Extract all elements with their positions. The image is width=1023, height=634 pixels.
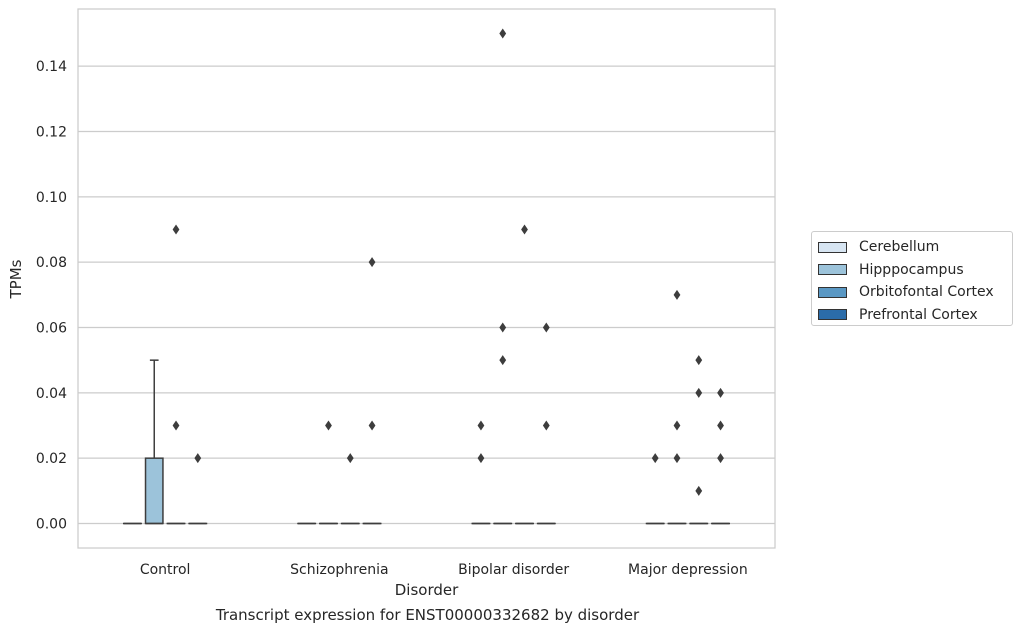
y-tick-label: 0.12 bbox=[36, 125, 67, 141]
plot-area-frame bbox=[77, 8, 776, 549]
y-tick-label: 0.08 bbox=[36, 255, 67, 271]
chart-caption: Transcript expression for ENST0000033268… bbox=[215, 606, 640, 624]
legend-item-orbitofrontal-cortex: Orbitofontal Cortex bbox=[818, 281, 1012, 304]
x-axis-label: Disorder bbox=[395, 581, 459, 599]
box-schizophrenia-hipppocampus bbox=[319, 420, 338, 525]
y-tick-label: 0.14 bbox=[36, 59, 67, 75]
outlier-point bbox=[368, 420, 376, 431]
x-tick-label: Schizophrenia bbox=[290, 562, 388, 578]
outlier-point bbox=[499, 355, 507, 366]
outlier-point bbox=[499, 28, 507, 39]
legend-swatch-prefrontal-cortex bbox=[818, 309, 847, 321]
y-tick-label: 0.06 bbox=[36, 321, 67, 337]
y-axis-label: TPMs bbox=[7, 259, 25, 299]
outlier-point bbox=[477, 453, 485, 464]
outlier-point bbox=[651, 453, 659, 464]
legend-item-prefrontal-cortex: Prefrontal Cortex bbox=[818, 304, 1012, 327]
y-tick-labels: 0.00 0.02 0.04 0.06 0.08 0.10 0.12 0.14 bbox=[36, 59, 67, 532]
box-bipolar-disorder-prefrontal-cortex bbox=[536, 322, 556, 525]
x-tick-label: Major depression bbox=[628, 562, 748, 578]
box-control-hipppocampus bbox=[144, 359, 164, 525]
legend-swatch-orbitofrontal-cortex bbox=[818, 286, 847, 298]
outlier-point bbox=[717, 453, 724, 464]
x-tick-label: Bipolar disorder bbox=[458, 562, 569, 578]
outlier-point bbox=[673, 453, 681, 464]
legend-item-hippocampus: Hipppocampus bbox=[818, 259, 1012, 282]
outlier-point bbox=[695, 485, 703, 496]
box-major-depression-orbitofontal-cortex bbox=[689, 355, 709, 525]
outlier-point bbox=[172, 224, 180, 235]
box-control-orbitofontal-cortex bbox=[166, 224, 186, 525]
outlier-point bbox=[521, 224, 528, 235]
y-tick-label: 0.00 bbox=[36, 517, 67, 533]
outlier-point bbox=[346, 453, 354, 464]
outlier-point bbox=[695, 387, 703, 398]
box-bipolar-disorder-hipppocampus bbox=[493, 28, 513, 525]
box-schizophrenia-prefrontal-cortex bbox=[362, 257, 382, 525]
x-tick-labels: Control Schizophrenia Bipolar disorder Majo… bbox=[140, 562, 748, 578]
outlier-point bbox=[673, 420, 681, 431]
box-schizophrenia-orbitofontal-cortex bbox=[340, 453, 360, 525]
legend-label: Cerebellum bbox=[859, 239, 940, 256]
box-major-depression-cerebellum bbox=[645, 453, 665, 525]
outlier-point bbox=[172, 420, 180, 431]
box-bipolar-disorder-cerebellum bbox=[471, 420, 491, 525]
box-body bbox=[144, 457, 164, 525]
outlier-point bbox=[717, 387, 724, 398]
plot-marks bbox=[122, 28, 731, 525]
box-major-depression-hipppocampus bbox=[667, 289, 687, 525]
legend-label: Hipppocampus bbox=[859, 261, 964, 278]
y-tick-label: 0.10 bbox=[36, 190, 67, 206]
legend-item-cerebellum: Cerebellum bbox=[818, 236, 1012, 259]
outlier-point bbox=[368, 257, 376, 268]
outlier-point bbox=[499, 322, 507, 333]
outlier-point bbox=[695, 355, 703, 366]
legend-label: Prefrontal Cortex bbox=[859, 306, 978, 323]
box-bipolar-disorder-orbitofontal-cortex bbox=[515, 224, 534, 525]
legend: Cerebellum Hipppocampus Orbitofontal Cor… bbox=[811, 231, 1013, 326]
outlier-point bbox=[542, 322, 550, 333]
outlier-point bbox=[477, 420, 485, 431]
legend-swatch-cerebellum bbox=[818, 241, 847, 253]
x-tick-label: Control bbox=[140, 562, 191, 578]
legend-swatch-hippocampus bbox=[818, 264, 847, 276]
outlier-point bbox=[194, 453, 202, 464]
outlier-point bbox=[673, 289, 681, 300]
box-control-prefrontal-cortex bbox=[188, 453, 208, 525]
outlier-point bbox=[542, 420, 550, 431]
box-major-depression-prefrontal-cortex bbox=[711, 387, 731, 525]
y-tick-label: 0.04 bbox=[36, 386, 67, 402]
legend-label: Orbitofontal Cortex bbox=[859, 284, 994, 301]
y-tick-label: 0.02 bbox=[36, 451, 67, 467]
grid-lines bbox=[78, 65, 775, 525]
outlier-point bbox=[717, 420, 724, 431]
outlier-point bbox=[325, 420, 332, 431]
